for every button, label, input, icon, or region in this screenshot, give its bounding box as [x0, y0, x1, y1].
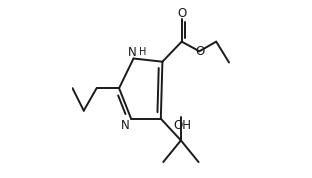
- Text: H: H: [139, 47, 146, 57]
- Text: O: O: [177, 7, 186, 20]
- Text: OH: OH: [173, 119, 192, 132]
- Text: N: N: [128, 46, 137, 59]
- Text: O: O: [196, 45, 205, 58]
- Text: N: N: [121, 119, 130, 132]
